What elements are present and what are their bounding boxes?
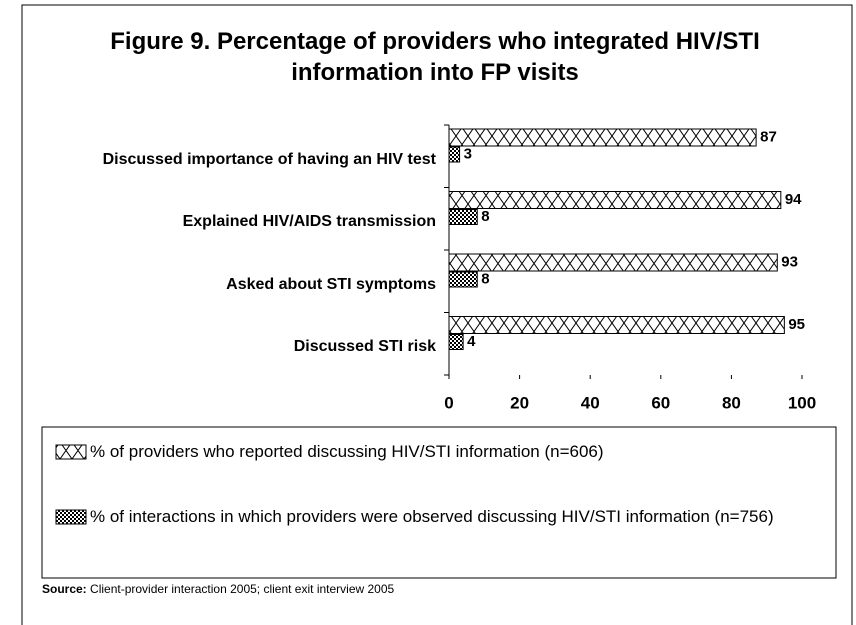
bar — [448, 128, 757, 147]
bar — [448, 334, 464, 350]
x-tick-label: 60 — [651, 393, 670, 412]
x-tick-label: 40 — [581, 393, 600, 412]
value-label: 94 — [785, 191, 802, 208]
legend-swatch — [55, 509, 87, 525]
source-label: Source: — [42, 582, 87, 596]
bar — [448, 316, 785, 334]
category-text: Discussed STI risk — [293, 338, 436, 356]
category-label: Discussed STI risk — [56, 334, 436, 359]
bar — [448, 209, 478, 225]
x-tick-label: 20 — [510, 393, 529, 412]
legend-box — [41, 426, 837, 579]
category-text: Discussed importance of having an HIV te… — [102, 150, 436, 168]
chart-title: Figure 9. Percentage of providers who in… — [110, 28, 760, 86]
bar — [448, 253, 778, 272]
category-label: Explained HIV/AIDS transmission — [56, 209, 436, 234]
legend-label: % of providers who reported discussing H… — [90, 442, 604, 461]
x-tick-label: 0 — [444, 393, 453, 412]
value-label: 87 — [760, 128, 777, 145]
category-text: Asked about STI symptoms — [226, 275, 436, 293]
value-label: 3 — [464, 145, 472, 162]
frame — [21, 4, 853, 625]
bar — [448, 271, 478, 288]
category-label: Discussed importance of having an HIV te… — [56, 147, 436, 172]
value-label: 4 — [467, 333, 476, 350]
category-text: Explained HIV/AIDS transmission — [182, 213, 436, 231]
source-text: Client-provider interaction 2005; client… — [90, 582, 395, 596]
category-label: Asked about STI symptoms — [56, 272, 436, 297]
value-label: 8 — [481, 208, 489, 225]
legend-label: % of interactions in which providers wer… — [90, 507, 774, 526]
source: Source: Client-provider interaction 2005… — [42, 582, 394, 596]
x-tick-label: 100 — [788, 393, 816, 412]
legend-swatch — [55, 444, 87, 460]
bar — [448, 146, 461, 163]
value-label: 8 — [481, 270, 489, 287]
value-label: 93 — [781, 253, 798, 270]
bar — [448, 191, 782, 209]
value-label: 95 — [788, 316, 805, 333]
x-tick-label: 80 — [722, 393, 741, 412]
